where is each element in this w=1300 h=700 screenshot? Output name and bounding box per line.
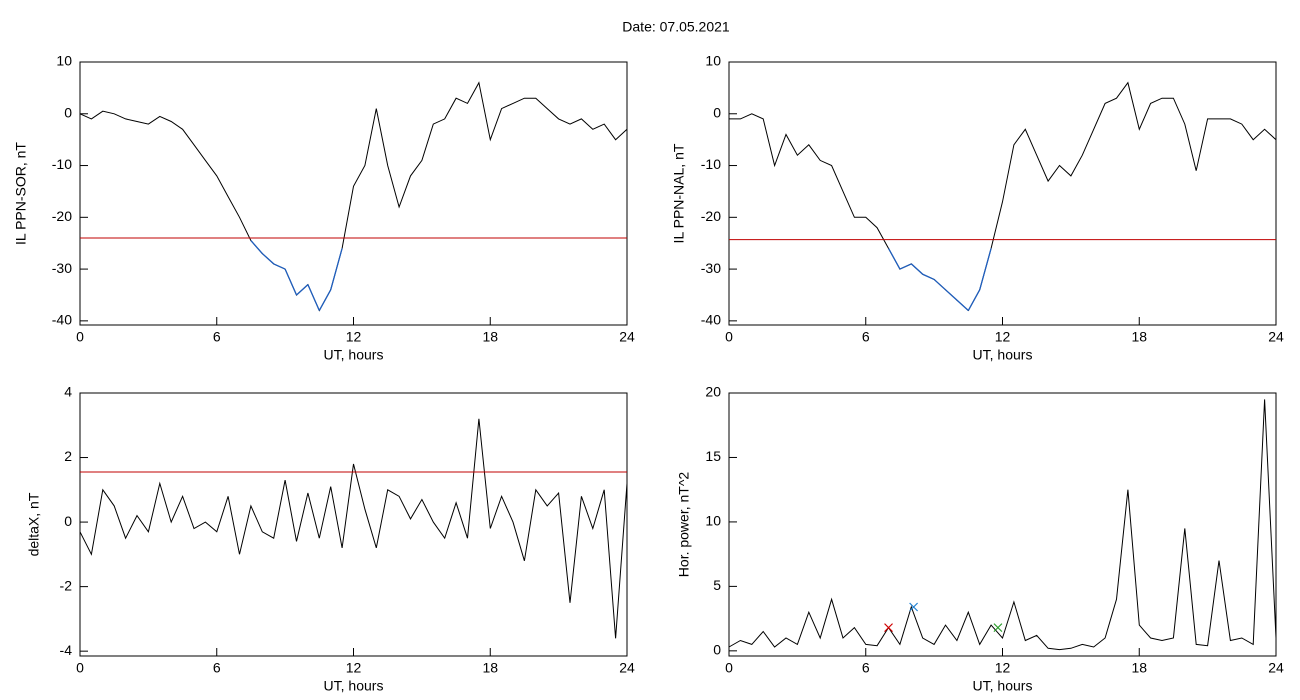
x-tick-label: 0 — [725, 660, 733, 676]
x-tick-label: 12 — [995, 329, 1011, 345]
y-tick-label: 0 — [713, 104, 721, 120]
y-axis-label: IL PPN-SOR, nT — [13, 142, 29, 245]
y-tick-label: -10 — [701, 156, 721, 172]
y-tick-label: -40 — [701, 312, 721, 328]
highlight-segment — [899, 263, 912, 270]
data-line — [79, 81, 628, 312]
x-tick-label: 0 — [725, 329, 733, 345]
x-tick-label: 18 — [1131, 329, 1147, 345]
highlight-segment — [318, 289, 332, 311]
plot-frame — [79, 61, 628, 326]
highlight-segment — [933, 278, 946, 291]
y-axis-label: deltaX, nT — [26, 492, 42, 556]
x-tick-label: 18 — [1131, 660, 1147, 676]
y-tick-label: 5 — [713, 577, 721, 593]
x-axis-label: UT, hours — [973, 678, 1033, 694]
x-tick-label: 0 — [76, 329, 84, 345]
x-tick-label: 6 — [862, 329, 870, 345]
highlight-segment — [261, 253, 275, 265]
y-axis-label: Hor. power, nT^2 — [676, 472, 692, 578]
x-tick-label: 0 — [76, 660, 84, 676]
highlight-segment — [967, 289, 981, 311]
x-tick-label: 24 — [1268, 660, 1284, 676]
y-tick-label: 20 — [705, 384, 721, 400]
x-tick-label: 12 — [346, 660, 362, 676]
plot-frame — [728, 61, 1277, 326]
y-tick-label: -4 — [60, 642, 73, 658]
highlight-segment — [273, 263, 286, 270]
marker — [909, 602, 919, 612]
x-axis-label: UT, hours — [324, 678, 384, 694]
data-line — [79, 418, 628, 639]
x-tick-label: 18 — [482, 660, 498, 676]
x-tick-label: 6 — [213, 329, 221, 345]
highlight-segment — [284, 268, 298, 296]
y-tick-label: 10 — [705, 513, 721, 529]
highlight-segment — [307, 284, 320, 311]
y-tick-label: 0 — [64, 513, 72, 529]
x-tick-label: 24 — [1268, 329, 1284, 345]
y-tick-label: 0 — [713, 642, 721, 658]
highlight-segment — [945, 289, 958, 301]
y-tick-label: 0 — [64, 104, 72, 120]
x-axis-label: UT, hours — [324, 347, 384, 363]
figure-title: Date: 07.05.2021 — [622, 19, 730, 35]
highlight-segment — [910, 263, 924, 275]
x-axis-label: UT, hours — [973, 347, 1033, 363]
x-tick-label: 12 — [995, 660, 1011, 676]
y-tick-label: -20 — [701, 208, 721, 224]
y-tick-label: -20 — [52, 208, 72, 224]
x-tick-label: 12 — [346, 329, 362, 345]
x-tick-label: 6 — [213, 660, 221, 676]
y-tick-label: -10 — [52, 156, 72, 172]
plot-frame — [79, 392, 628, 657]
y-axis-label: IL PPN-NAL, nT — [671, 143, 687, 243]
highlight-segment — [330, 248, 343, 290]
y-tick-label: 10 — [56, 53, 72, 69]
y-tick-label: 4 — [64, 384, 72, 400]
data-line — [728, 399, 1277, 651]
highlight-segment — [922, 273, 935, 281]
x-tick-label: 24 — [619, 660, 635, 676]
marker — [884, 623, 893, 633]
data-line — [729, 81, 1277, 312]
y-tick-label: 15 — [705, 448, 721, 464]
highlight-segment — [979, 248, 992, 290]
x-tick-label: 6 — [862, 660, 870, 676]
marker — [993, 623, 1003, 633]
y-tick-label: -30 — [52, 260, 72, 276]
x-tick-label: 24 — [619, 329, 635, 345]
x-tick-label: 18 — [482, 329, 498, 345]
y-tick-label: -30 — [701, 260, 721, 276]
y-tick-label: -2 — [60, 577, 73, 593]
y-tick-label: 10 — [705, 53, 721, 69]
highlight-segment — [296, 284, 309, 296]
highlight-segment — [956, 299, 969, 311]
y-tick-label: 2 — [64, 448, 72, 464]
highlight-segment — [250, 240, 263, 254]
y-tick-label: -40 — [52, 312, 72, 328]
highlight-segment — [887, 248, 901, 270]
